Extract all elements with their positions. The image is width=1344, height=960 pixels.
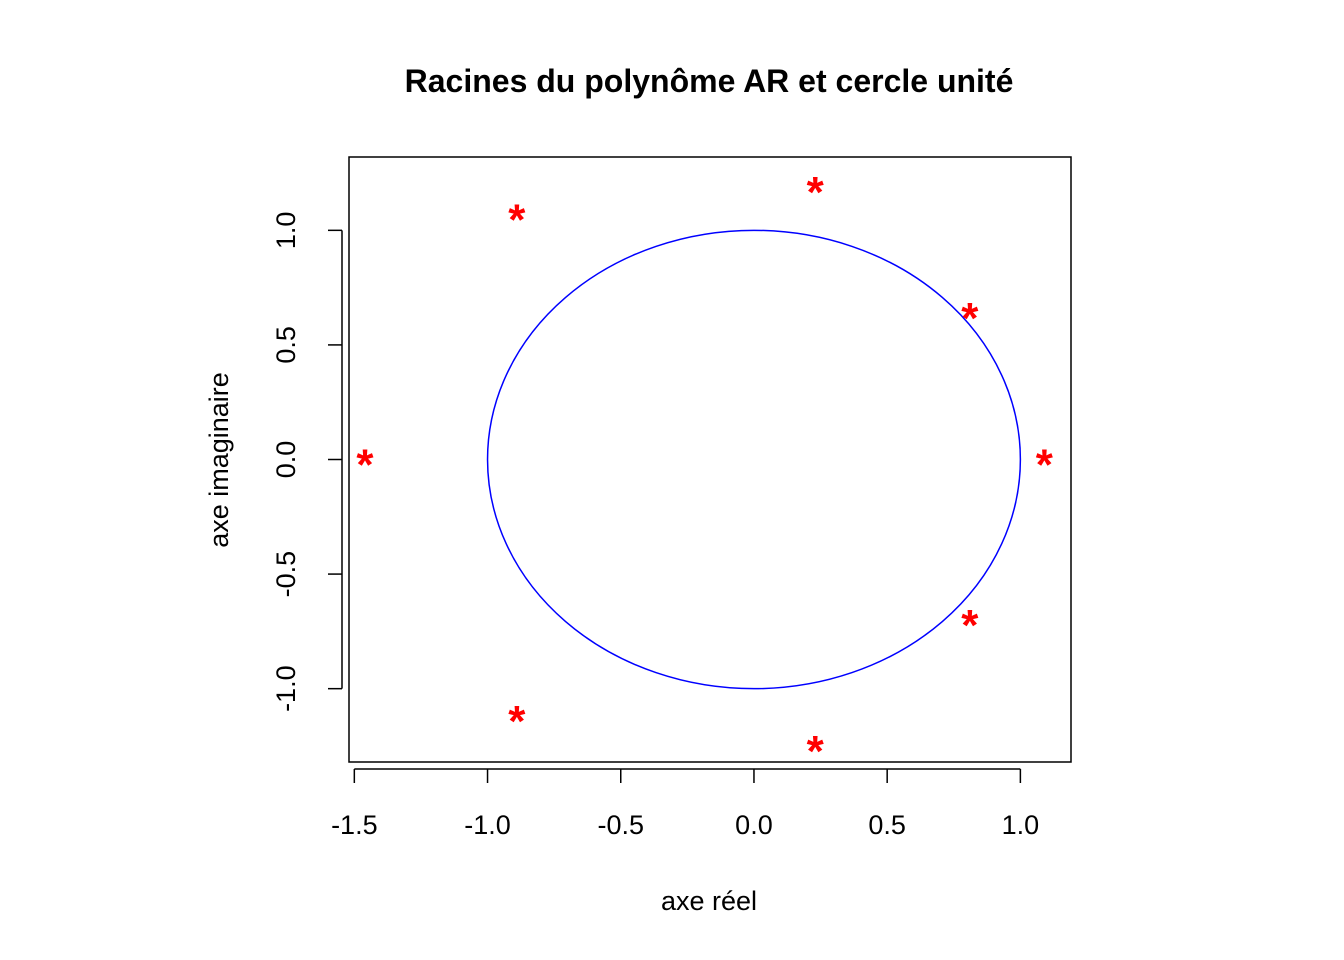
x-tick-label: -1.5 bbox=[331, 810, 378, 840]
x-tick-label: 0.0 bbox=[735, 810, 773, 840]
chart-title: Racines du polynôme AR et cercle unité bbox=[405, 63, 1014, 99]
root-point: * bbox=[1036, 441, 1054, 490]
root-point: * bbox=[807, 168, 825, 217]
root-point: * bbox=[356, 441, 374, 490]
y-tick-label: 0.0 bbox=[271, 441, 301, 479]
x-axis: -1.5 -1.0 -0.5 0.0 0.5 1.0 bbox=[331, 768, 1040, 840]
plot-frame bbox=[348, 156, 1072, 763]
root-point: * bbox=[508, 195, 526, 244]
x-tick-label: 0.5 bbox=[868, 810, 906, 840]
unit-circle bbox=[486, 229, 1022, 690]
y-tick-label: 1.0 bbox=[271, 212, 301, 250]
root-point: * bbox=[961, 294, 979, 343]
y-tick-label: 0.5 bbox=[271, 326, 301, 364]
x-tick-label: -0.5 bbox=[597, 810, 644, 840]
y-tick-label: -1.0 bbox=[271, 665, 301, 712]
x-tick-label: 1.0 bbox=[1002, 810, 1040, 840]
x-tick-label: -1.0 bbox=[464, 810, 511, 840]
y-axis: -1.0 -0.5 0.0 0.5 1.0 bbox=[271, 212, 343, 712]
root-point: * bbox=[807, 727, 825, 776]
x-axis-label: axe réel bbox=[661, 886, 757, 916]
y-axis-label: axe imaginaire bbox=[204, 372, 234, 548]
root-point: * bbox=[508, 697, 526, 746]
y-tick-label: -0.5 bbox=[271, 551, 301, 598]
root-point: * bbox=[961, 601, 979, 650]
root-points: * * * * * * * * bbox=[356, 168, 1053, 776]
